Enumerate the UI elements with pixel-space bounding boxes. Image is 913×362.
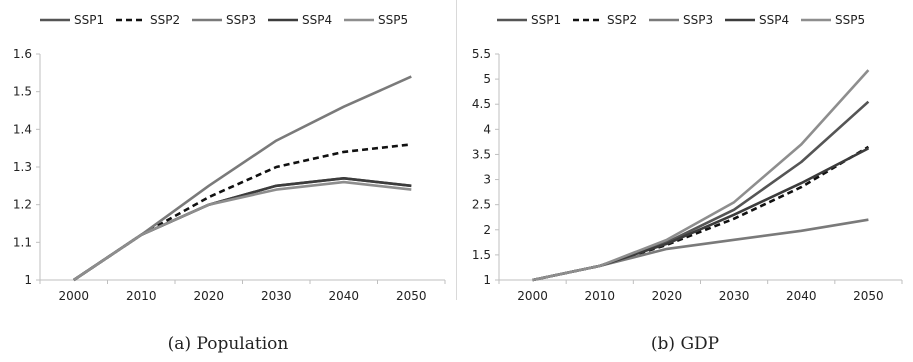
y-tick-label: 2.5 [472,198,491,212]
x-tick-label: 2050 [853,289,884,303]
x-tick-label: 2040 [328,289,359,303]
series-line-ssp1 [532,100,870,282]
series-line-ssp4 [532,147,869,282]
x-tick-label: 2010 [126,289,157,303]
x-tick-label: 2030 [261,289,292,303]
y-tick-label: 4 [483,122,491,136]
legend-label-ssp4: SSP4 [759,13,789,27]
x-tick-label: 2000 [517,289,548,303]
y-tick-label: 3 [483,173,491,187]
series-line-ssp3 [73,75,412,282]
y-tick-label: 1.1 [13,235,32,249]
legend-label-ssp5: SSP5 [835,13,865,27]
population-chart: 1 1.1 1.2 1.3 1.4 1.5 1.6 2000 2010 2020 2030 2040 2… [13,13,446,303]
gdp-caption: (b) GDP [650,334,720,354]
legend-label-ssp5: SSP5 [378,13,408,27]
population-caption: (a) Population [167,334,289,354]
y-tick-label: 5.5 [472,47,491,61]
gdp-chart: 1 1.5 2 2.5 3 3.5 4 4.5 5 5.5 2000 2010 2020 2030 2040… [472,13,903,303]
series-line-ssp5 [532,69,870,282]
legend-label-ssp2: SSP2 [607,13,637,27]
y-tick-label: 4.5 [472,97,491,111]
legend-label-ssp4: SSP4 [302,13,332,27]
y-tick-label: 1.4 [13,122,32,136]
series-line-ssp4 [73,177,412,282]
series-line-ssp2 [532,145,870,282]
legend-label-ssp3: SSP3 [683,13,713,27]
panel-divider [456,0,457,300]
legend-label-ssp1: SSP1 [74,13,104,27]
x-tick-label: 2020 [193,289,224,303]
y-tick-label: 1.3 [13,160,32,174]
x-tick-label: 2040 [786,289,817,303]
series-line-ssp5 [73,180,412,282]
y-tick-label: 1.5 [13,85,32,99]
legend-label-ssp1: SSP1 [531,13,561,27]
y-tick-label: 2 [483,223,491,237]
y-tick-label: 1.5 [472,248,491,262]
x-tick-label: 2030 [719,289,750,303]
y-tick-label: 1 [24,273,32,287]
population-panel: 1 1.1 1.2 1.3 1.4 1.5 1.6 2000 2010 2020 2030 2040 2… [0,0,456,303]
x-tick-label: 2050 [396,289,427,303]
legend-label-ssp2: SSP2 [150,13,180,27]
gdp-panel: 1 1.5 2 2.5 3 3.5 4 4.5 5 5.5 2000 2010 2020 2030 2040… [457,0,913,303]
x-tick-label: 2010 [584,289,615,303]
series-line-ssp2 [73,143,412,282]
x-tick-label: 2000 [58,289,89,303]
series-line-ssp1 [73,177,412,282]
legend-label-ssp3: SSP3 [226,13,256,27]
y-tick-label: 1 [483,273,491,287]
y-tick-label: 5 [483,72,491,86]
y-tick-label: 1.6 [13,47,32,61]
x-tick-label: 2020 [652,289,683,303]
y-tick-label: 3.5 [472,147,491,161]
y-tick-label: 1.2 [13,198,32,212]
